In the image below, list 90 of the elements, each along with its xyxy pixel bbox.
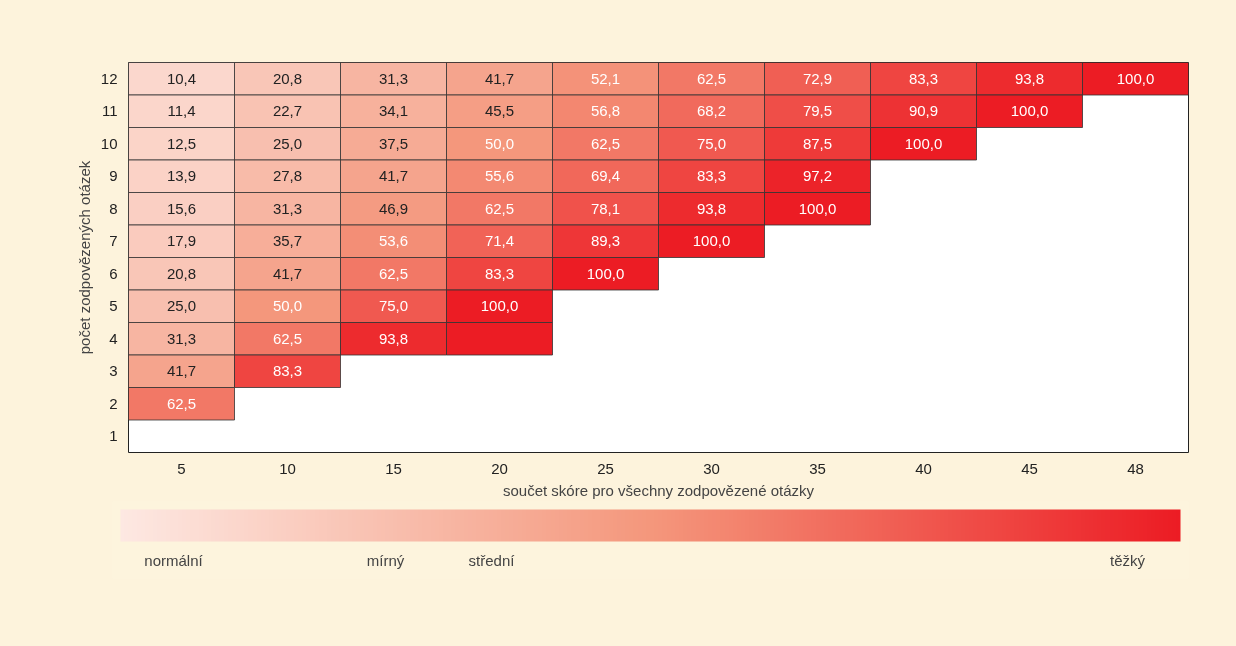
color-bar-label: mírný — [366, 551, 405, 569]
x-tick-label: 25 — [597, 459, 614, 477]
data-label: 72,9 — [802, 69, 833, 87]
data-label: 93,8 — [696, 199, 727, 217]
data-label: 53,6 — [378, 232, 409, 250]
data-label: 50,0 — [484, 134, 515, 152]
data-label: 97,2 — [802, 167, 833, 185]
data-label: 93,8 — [378, 329, 409, 347]
y-tick-label: 3 — [109, 362, 118, 380]
data-label: 25,0 — [272, 134, 303, 152]
data-label: 62,5 — [696, 69, 727, 87]
y-tick-label: 10 — [100, 134, 118, 152]
data-label: 62,5 — [272, 329, 303, 347]
data-label: 22,7 — [272, 102, 303, 120]
data-label: 41,7 — [378, 167, 409, 185]
data-label: 31,3 — [272, 199, 303, 217]
data-label: 100,0 — [586, 264, 625, 282]
data-label: 41,7 — [166, 362, 197, 380]
y-tick-label: 1 — [109, 427, 118, 445]
data-label: 100,0 — [692, 232, 731, 250]
data-label: 62,5 — [484, 199, 515, 217]
data-label: 100,0 — [904, 134, 943, 152]
data-label: 13,9 — [166, 167, 197, 185]
y-tick-label: 7 — [109, 232, 118, 250]
data-label: 20,8 — [272, 69, 303, 87]
data-label: 52,1 — [590, 69, 621, 87]
data-label: 27,8 — [272, 167, 303, 185]
data-label: 89,3 — [590, 232, 621, 250]
data-label: 10,4 — [166, 69, 197, 87]
data-label: 12,5 — [166, 134, 197, 152]
x-tick-label: 15 — [385, 459, 402, 477]
y-tick-label: 2 — [109, 394, 118, 412]
y-tick-label: 6 — [109, 264, 118, 282]
color-bar-label: normální — [144, 551, 204, 569]
data-label: 90,9 — [908, 102, 939, 120]
x-tick-label: 20 — [491, 459, 508, 477]
data-label: 79,5 — [802, 102, 833, 120]
y-tick-label: 9 — [109, 167, 118, 185]
data-label: 93,8 — [1014, 69, 1045, 87]
x-tick-label: 35 — [809, 459, 826, 477]
data-label: 100,0 — [1116, 69, 1155, 87]
data-label: 50,0 — [272, 297, 303, 315]
data-label: 83,3 — [484, 264, 515, 282]
x-tick-label: 5 — [177, 459, 186, 477]
x-tick-label: 30 — [703, 459, 720, 477]
data-label: 15,6 — [166, 199, 197, 217]
data-label: 100,0 — [480, 297, 519, 315]
data-label: 68,2 — [696, 102, 727, 120]
y-tick-label: 4 — [109, 329, 118, 347]
data-label: 62,5 — [166, 394, 197, 412]
data-label: 46,9 — [378, 199, 409, 217]
data-label: 35,7 — [272, 232, 303, 250]
x-axis-title: součet skóre pro všechny zodpovězené otázky — [503, 481, 815, 499]
x-tick-label: 45 — [1021, 459, 1038, 477]
data-label: 75,0 — [696, 134, 727, 152]
data-label: 78,1 — [590, 199, 621, 217]
data-label: 69,4 — [590, 167, 621, 185]
data-label: 34,1 — [378, 102, 409, 120]
data-label: 87,5 — [802, 134, 833, 152]
y-tick-label: 5 — [109, 297, 118, 315]
data-label: 71,4 — [484, 232, 515, 250]
data-label: 83,3 — [272, 362, 303, 380]
y-tick-label: 11 — [101, 102, 118, 120]
data-label: 17,9 — [166, 232, 197, 250]
y-tick-label: 8 — [109, 199, 118, 217]
data-label: 83,3 — [696, 167, 727, 185]
data-label: 45,5 — [484, 102, 515, 120]
data-label: 100,0 — [798, 199, 837, 217]
data-label: 83,3 — [908, 69, 939, 87]
y-axis-title: počet zodpovězených otázek — [75, 160, 93, 355]
data-label: 75,0 — [378, 297, 409, 315]
color-bar-label: těžký — [1110, 551, 1146, 569]
data-label: 11,4 — [167, 102, 196, 120]
color-bar-label: střední — [468, 551, 516, 569]
data-label: 56,8 — [590, 102, 621, 120]
data-label: 31,3 — [166, 329, 197, 347]
data-label: 25,0 — [166, 297, 197, 315]
x-tick-label: 10 — [279, 459, 296, 477]
data-label: 100,0 — [1010, 102, 1049, 120]
data-label: 20,8 — [166, 264, 197, 282]
data-label: 41,7 — [272, 264, 303, 282]
data-label: 41,7 — [484, 69, 515, 87]
data-label: 31,3 — [378, 69, 409, 87]
x-tick-label: 48 — [1127, 459, 1144, 477]
data-label: 55,6 — [484, 167, 515, 185]
x-tick-label: 40 — [915, 459, 932, 477]
y-tick-label: 12 — [100, 69, 118, 87]
data-label: 62,5 — [590, 134, 621, 152]
data-label: 37,5 — [378, 134, 409, 152]
data-label: 62,5 — [378, 264, 409, 282]
